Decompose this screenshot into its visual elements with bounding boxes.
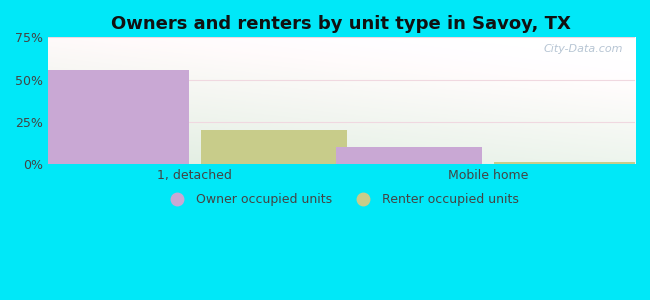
Bar [42, 70, 188, 164]
Legend: Owner occupied units, Renter occupied units: Owner occupied units, Renter occupied un… [159, 188, 523, 211]
Title: Owners and renters by unit type in Savoy, TX: Owners and renters by unit type in Savoy… [112, 15, 571, 33]
Text: City-Data.com: City-Data.com [544, 44, 623, 54]
Bar [494, 162, 641, 164]
Bar [200, 130, 347, 164]
Bar [335, 147, 482, 164]
